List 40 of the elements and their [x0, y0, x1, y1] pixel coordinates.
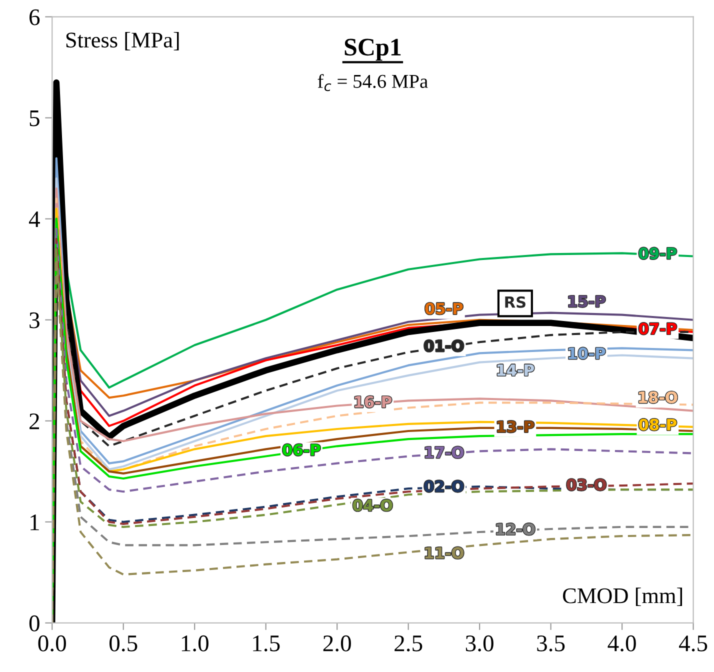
series-label: 13-P — [498, 420, 534, 432]
series-label: 14-P — [498, 364, 534, 376]
series-label: 16-P — [355, 396, 392, 408]
series-label: 18-O — [639, 392, 678, 404]
x-tick-label: 1.0 — [182, 635, 208, 652]
series-label: 01-O — [424, 340, 464, 352]
x-tick-label: 1.5 — [253, 636, 280, 652]
series-label: 06-P — [282, 444, 320, 456]
series-label: 11-O — [425, 547, 464, 559]
series-label: 04-O — [353, 500, 392, 512]
x-tick-label: 2.5 — [394, 636, 422, 652]
series-label: 09-P — [639, 248, 676, 260]
series-label: 05-P — [425, 302, 463, 314]
series-label: 03-O — [566, 478, 606, 490]
series-label: 15-P — [568, 296, 606, 308]
series-label: 02-O — [424, 480, 464, 492]
x-axis-title: CMOD [mm] — [562, 588, 682, 606]
series-label: 12-O — [496, 523, 535, 535]
y-tick-label: 2 — [30, 413, 40, 430]
x-tick-label: 0.5 — [110, 635, 138, 652]
x-tick-label: 3.0 — [466, 635, 494, 652]
y-tick-label: 4 — [28, 211, 40, 228]
x-tick-label: 2.0 — [323, 635, 351, 652]
y-tick-label: 3 — [30, 312, 40, 328]
x-tick-label: 0.0 — [38, 635, 66, 652]
x-tick-label: 4.0 — [608, 635, 636, 652]
y-tick-label: 1 — [30, 514, 39, 530]
text: SCp1 — [344, 38, 401, 61]
series-label: RS — [505, 296, 526, 308]
y-tick-label: 5 — [30, 110, 40, 126]
series-label: 08-P — [639, 418, 676, 430]
text: f$_{c}$ = 54.6 MPa — [318, 74, 428, 92]
series-label: 17-O — [425, 446, 464, 458]
x-tick-label: 3.5 — [537, 636, 565, 652]
y-axis-title: Stress [MPa] — [66, 32, 179, 50]
x-tick-label: 4.5 — [679, 636, 708, 652]
y-tick-label: 0 — [29, 615, 40, 632]
y-tick-label: 6 — [30, 9, 40, 26]
series-label: 10-P — [568, 348, 606, 360]
series-label: 07-P — [639, 322, 676, 334]
